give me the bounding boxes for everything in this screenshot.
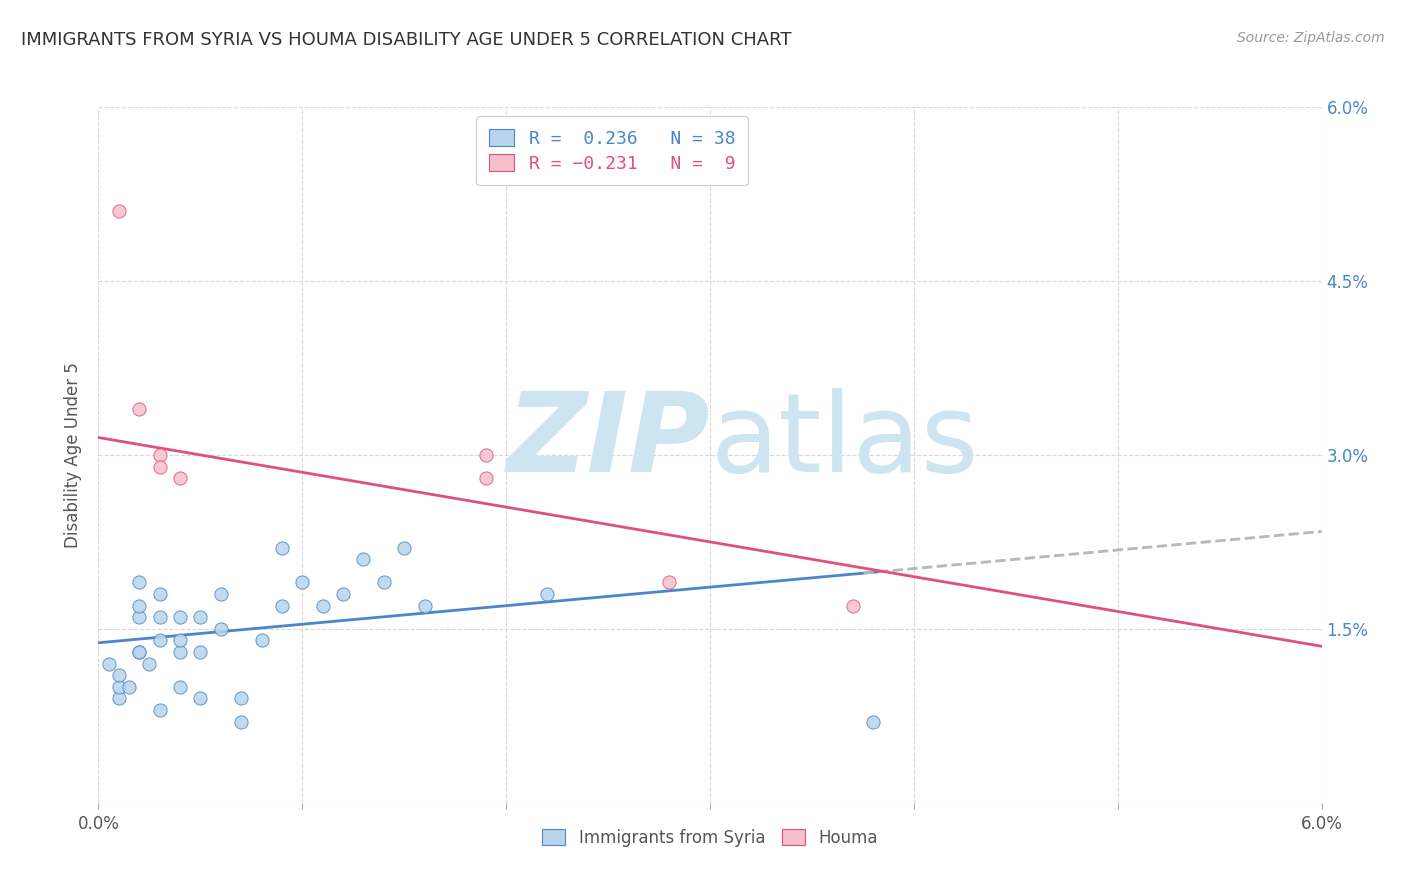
Point: [270, 541, 292, 555]
Point: [169, 471, 191, 485]
Point: [188, 645, 212, 659]
Point: [209, 587, 232, 601]
Point: [169, 680, 191, 694]
Point: [291, 575, 314, 590]
Point: [128, 401, 150, 416]
Point: [392, 541, 416, 555]
Point: [231, 714, 253, 729]
Legend: Immigrants from Syria, Houma: Immigrants from Syria, Houma: [531, 819, 889, 857]
Point: [128, 610, 150, 624]
Point: [138, 657, 160, 671]
Point: [536, 587, 558, 601]
Point: [149, 587, 172, 601]
Point: [149, 703, 172, 717]
Point: [413, 599, 436, 613]
Point: [108, 680, 131, 694]
Point: [209, 622, 232, 636]
Point: [128, 599, 150, 613]
Point: [149, 633, 172, 648]
Point: [474, 448, 498, 462]
Point: [118, 680, 141, 694]
Y-axis label: Disability Age Under 5: Disability Age Under 5: [65, 362, 83, 548]
Point: [169, 610, 191, 624]
Point: [352, 552, 374, 566]
Point: [841, 599, 863, 613]
Point: [169, 633, 191, 648]
Point: [373, 575, 395, 590]
Point: [332, 587, 354, 601]
Text: Source: ZipAtlas.com: Source: ZipAtlas.com: [1237, 31, 1385, 45]
Point: [311, 599, 335, 613]
Point: [188, 610, 212, 624]
Point: [250, 633, 273, 648]
Point: [149, 459, 172, 474]
Point: [270, 599, 292, 613]
Point: [128, 575, 150, 590]
Point: [108, 691, 131, 706]
Point: [231, 691, 253, 706]
Text: ZIP: ZIP: [506, 387, 710, 494]
Point: [128, 645, 150, 659]
Point: [149, 448, 172, 462]
Point: [149, 610, 172, 624]
Point: [862, 714, 884, 729]
Point: [128, 645, 150, 659]
Point: [97, 657, 120, 671]
Point: [474, 471, 498, 485]
Point: [108, 668, 131, 682]
Point: [108, 204, 131, 219]
Text: IMMIGRANTS FROM SYRIA VS HOUMA DISABILITY AGE UNDER 5 CORRELATION CHART: IMMIGRANTS FROM SYRIA VS HOUMA DISABILIT…: [21, 31, 792, 49]
Point: [169, 645, 191, 659]
Text: atlas: atlas: [710, 387, 979, 494]
Point: [188, 691, 212, 706]
Point: [658, 575, 681, 590]
